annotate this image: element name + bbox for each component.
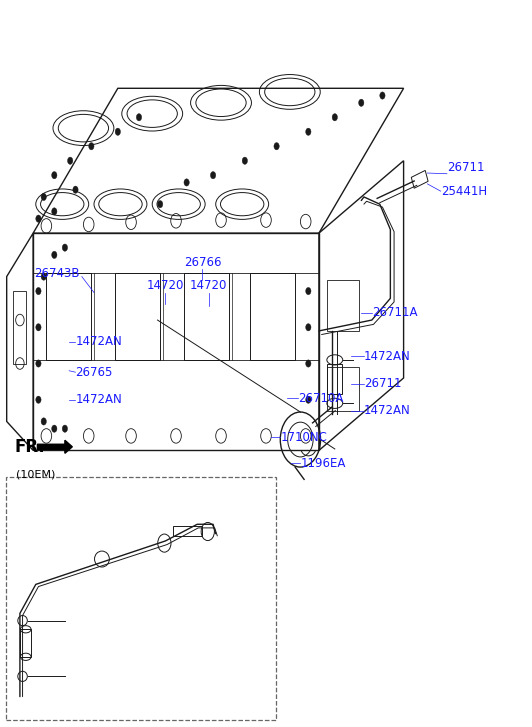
Text: (10EM): (10EM) (16, 470, 55, 479)
Circle shape (306, 396, 311, 403)
Circle shape (157, 201, 163, 208)
Circle shape (380, 92, 385, 99)
Circle shape (73, 186, 78, 193)
Text: 1196EA: 1196EA (301, 457, 346, 470)
Bar (173, 526, 203, 536)
Bar (184, 273, 229, 360)
Circle shape (62, 244, 68, 252)
Circle shape (211, 172, 215, 179)
Circle shape (306, 128, 311, 135)
Circle shape (36, 324, 41, 331)
Circle shape (52, 172, 57, 179)
Circle shape (274, 142, 279, 150)
Bar (13, 291, 26, 364)
Text: 1472AN: 1472AN (364, 404, 411, 417)
Circle shape (136, 113, 142, 121)
Text: 26766: 26766 (184, 256, 221, 268)
Circle shape (36, 287, 41, 294)
Circle shape (36, 360, 41, 367)
Text: 1472AN: 1472AN (76, 393, 122, 406)
Bar (20, 630, 31, 656)
Text: 14720: 14720 (190, 278, 228, 292)
Bar (250, 273, 295, 360)
Text: 25441H: 25441H (440, 185, 487, 198)
Circle shape (52, 208, 57, 215)
Circle shape (306, 287, 311, 294)
Bar (327, 367, 359, 411)
Circle shape (36, 396, 41, 403)
Text: 1472AN: 1472AN (364, 350, 411, 363)
Circle shape (62, 425, 68, 433)
Bar (46, 273, 92, 360)
Text: 26711A: 26711A (372, 306, 417, 319)
Circle shape (115, 128, 120, 135)
Circle shape (184, 179, 189, 186)
Circle shape (52, 252, 57, 259)
Bar (115, 273, 160, 360)
Bar (327, 280, 359, 331)
Text: 26710A: 26710A (298, 392, 343, 405)
Text: 1710NC: 1710NC (280, 431, 327, 444)
Bar (411, 170, 428, 188)
Text: 26711: 26711 (447, 161, 485, 174)
Circle shape (242, 157, 247, 164)
Circle shape (306, 360, 311, 367)
Text: 26765: 26765 (76, 366, 113, 379)
Circle shape (306, 324, 311, 331)
Circle shape (41, 273, 46, 280)
Bar (327, 364, 342, 394)
Circle shape (52, 425, 57, 433)
Circle shape (332, 113, 337, 121)
Circle shape (89, 142, 94, 150)
Text: 1472AN: 1472AN (76, 335, 122, 348)
Circle shape (68, 157, 73, 164)
Text: 26743B: 26743B (34, 268, 80, 280)
Circle shape (41, 418, 46, 425)
Text: 26711: 26711 (364, 377, 402, 390)
Circle shape (36, 215, 41, 222)
Text: 14720: 14720 (147, 278, 184, 292)
Text: FR.: FR. (14, 438, 45, 456)
FancyArrow shape (37, 441, 72, 454)
Circle shape (359, 99, 364, 106)
Circle shape (41, 193, 46, 201)
Bar (6, 477, 276, 720)
